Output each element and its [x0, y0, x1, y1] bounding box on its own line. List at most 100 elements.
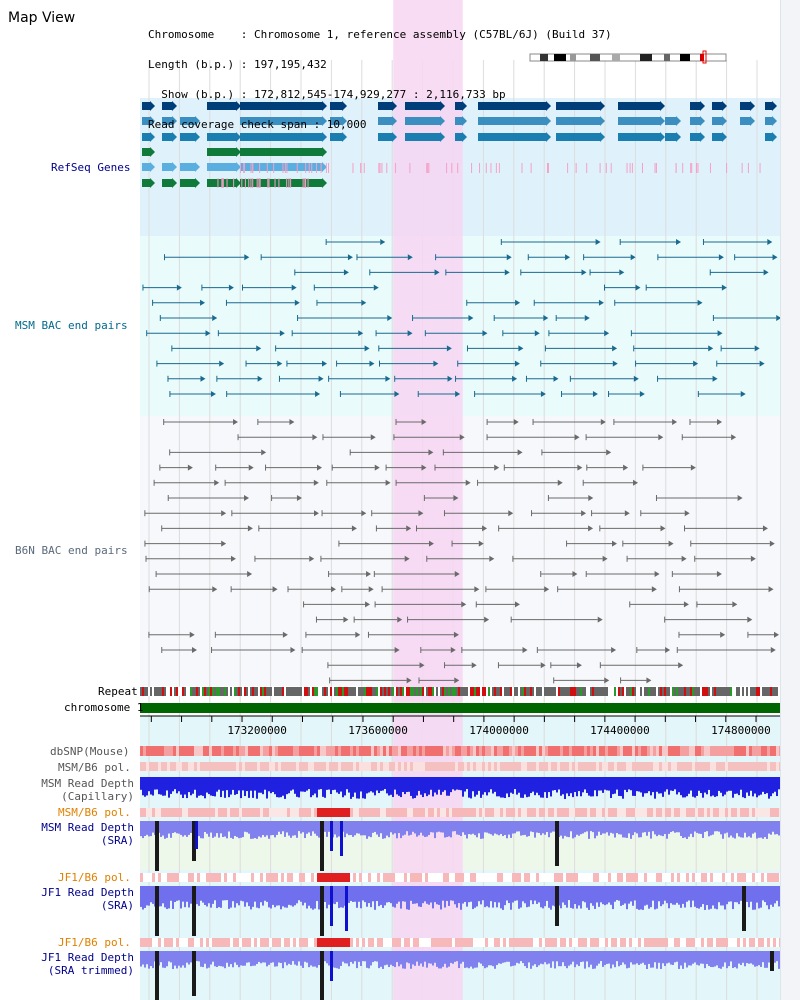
jf1-b6-pol2-cell: [527, 938, 530, 947]
msm-b6-pol-cell: [740, 762, 743, 771]
msm-capillary-depth-bar: [196, 777, 198, 798]
jf1-b6-pol-cell: [602, 873, 605, 882]
track-label-msm-read-sra[interactable]: MSM Read Depth (SRA): [41, 821, 134, 847]
track-label-jf1-read-sra-trimmed[interactable]: JF1 Read Depth (SRA trimmed): [41, 951, 134, 977]
msm-b6-pol2-cell: [680, 808, 683, 817]
repeat-mark: [642, 687, 644, 696]
jf1-b6-pol-cell: [188, 873, 191, 882]
track-label-jf1-read-sra[interactable]: JF1 Read Depth (SRA): [41, 886, 134, 912]
msm-b6-pol2-cell: [449, 808, 452, 817]
jf1-b6-pol-cell: [512, 873, 515, 882]
jf1-trim-depth-bar: [262, 951, 264, 963]
msm-b6-pol-cell: [629, 762, 632, 771]
track-label-jf1-b6-pol-1[interactable]: JF1/B6 pol.: [58, 871, 131, 884]
msm-b6-pol-cell: [587, 762, 590, 771]
jf1-sra-depth-bar: [686, 886, 688, 902]
jf1-b6-pol2-cell: [536, 938, 539, 947]
msm-bac-pair-arrow: [612, 345, 618, 352]
repeat-mark: [662, 687, 664, 696]
dbsnp-cell: [671, 746, 674, 756]
track-label-msm-b6-pol-1[interactable]: MSM/B6 pol.: [58, 761, 131, 774]
repeat-mark: [524, 687, 526, 696]
jf1-trim-depth-bar: [490, 951, 492, 966]
msm-bac-pair-arrow: [200, 375, 206, 382]
jf1-b6-pol2-cell: [431, 938, 434, 947]
jf1-b6-pol-cell: [677, 873, 680, 882]
msm-bac-pair-arrow: [279, 330, 285, 337]
msm-b6-pol2-cell: [719, 808, 722, 817]
msm-capillary-depth-bar: [698, 777, 700, 791]
dbsnp-cell: [563, 746, 566, 756]
track-label-msm-b6-pol-2[interactable]: MSM/B6 pol.: [58, 806, 131, 819]
track-label-msm-read-capillary[interactable]: MSM Read Depth (Capillary): [41, 777, 134, 803]
track-label-b6n-bac[interactable]: B6N BAC end pairs: [15, 544, 128, 557]
jf1-trim-depth-bar: [220, 951, 222, 967]
vertical-scrollbar[interactable]: [780, 0, 800, 1000]
track-label-refseq[interactable]: RefSeq Genes: [51, 161, 131, 174]
jf1-trim-depth-bar: [496, 951, 498, 966]
jf1-b6-pol2-cell: [452, 938, 455, 947]
msm-capillary-depth-bar: [302, 777, 304, 792]
jf1-b6-pol-cell: [485, 873, 488, 882]
jf1-b6-pol-cell: [185, 873, 188, 882]
jf1-sra-depth-bar: [544, 886, 546, 907]
jf1-sra-depth-bar: [176, 886, 178, 901]
jf1-sra-depth-bar: [186, 886, 188, 902]
jf1-trim-depth-bar: [356, 951, 358, 969]
dbsnp-cell: [572, 746, 575, 756]
msm-b6-pol2-cell: [683, 808, 686, 817]
msm-bac-pair-arrow: [361, 299, 367, 306]
repeat-mark: [430, 687, 432, 696]
msm-sra-depth-bar: [604, 821, 606, 834]
msm-capillary-depth-bar: [332, 777, 334, 791]
repeat-mark: [688, 687, 690, 696]
b6n-bac-pair-arrow: [187, 464, 193, 471]
jf1-trim-depth-bar: [204, 951, 206, 964]
jf1-trim-depth-bar: [252, 951, 254, 966]
msm-sra-depth-bar: [324, 821, 326, 832]
jf1-trim-depth-bar: [768, 951, 770, 963]
dbsnp-cell: [746, 746, 749, 756]
jf1-b6-pol2-cell: [620, 938, 623, 947]
msm-b6-pol2-cell: [590, 808, 593, 817]
dbsnp-cell: [227, 746, 230, 756]
track-label-dbsnp[interactable]: dbSNP(Mouse): [50, 745, 130, 758]
msm-b6-pol-cell: [482, 762, 485, 771]
jf1-sra-depth-bar: [590, 886, 592, 904]
jf1-sra-depth-bar: [420, 886, 422, 907]
msm-bac-pair-arrow: [369, 360, 375, 367]
b6n-bac-pair-arrow: [508, 510, 514, 517]
msm-capillary-depth-bar: [750, 777, 752, 791]
dbsnp-cell: [230, 746, 233, 756]
b6n-bac-pair-arrow: [588, 495, 594, 501]
jf1-b6-pol2-cell: [218, 938, 221, 947]
jf1-b6-pol2-cell: [596, 938, 599, 947]
repeat-mark: [490, 687, 492, 696]
track-label-msm-bac[interactable]: MSM BAC end pairs: [15, 319, 128, 332]
msm-b6-pol2-cell: [545, 808, 548, 817]
jf1-sra-depth-bar: [638, 886, 640, 910]
msm-bac-pair-arrow: [534, 330, 540, 337]
track-label-jf1-b6-pol-2[interactable]: JF1/B6 pol.: [58, 936, 131, 949]
jf1-sra-depth-bar: [734, 886, 736, 903]
jf1-sra-depth-bar: [654, 886, 656, 910]
msm-sra-depth-bar: [494, 821, 496, 834]
jf1-sra-depth-bar: [766, 886, 768, 906]
jf1-trim-depth-bar: [368, 951, 370, 969]
jf1-trim-depth-bar: [534, 951, 536, 965]
jf1-b6-pol-cell: [461, 873, 464, 882]
jf1-trim-depth-bar: [310, 951, 312, 966]
jf1-b6-pol-cell: [437, 873, 440, 882]
msm-b6-pol-cell: [746, 762, 749, 771]
msm-sra-depth-bar: [232, 821, 234, 839]
repeat-mark: [322, 687, 324, 696]
msm-b6-pol2-cell: [260, 808, 263, 817]
msm-capillary-depth-bar: [556, 777, 558, 793]
repeat-mark: [326, 687, 328, 696]
jf1-b6-pol-cell: [668, 873, 671, 882]
repeat-mark: [546, 687, 548, 696]
b6n-bac-pair-arrow: [406, 677, 412, 684]
jf1-b6-pol-cell: [704, 873, 707, 882]
track-label-repeat[interactable]: Repeat: [98, 685, 138, 698]
jf1-trim-depth-bar: [196, 951, 198, 962]
